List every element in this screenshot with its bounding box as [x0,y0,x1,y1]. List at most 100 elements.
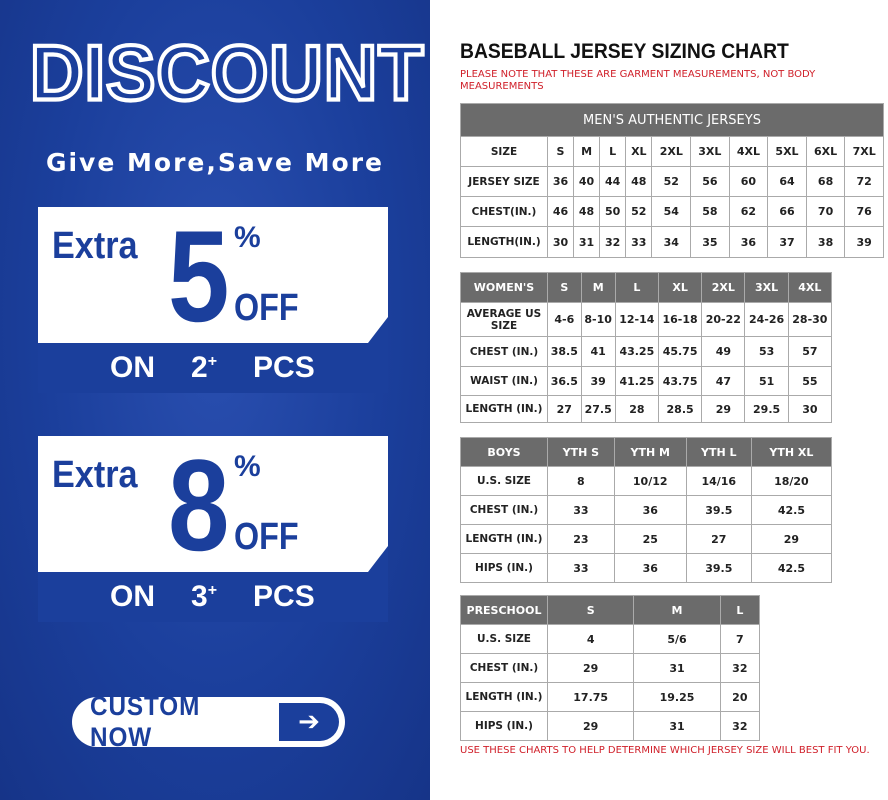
offer-off: OFF [234,287,299,329]
table-row: CHEST (IN.) 38.5 41 43.25 45.75 49 53 57 [460,336,833,367]
table-cell: 19.25 [633,682,721,712]
column-header: YTH XL [750,437,833,467]
on-label: ON [110,351,155,384]
table-cell: 57 [787,336,833,367]
table-cell: 52 [625,196,653,227]
table-cell: 58 [690,196,730,227]
table-cell: 30 [546,226,575,258]
row-label: CHEST (IN.) [460,336,548,367]
footer-note: USE THESE CHARTS TO HELP DETERMINE WHICH… [460,745,870,756]
offer-percent: % [234,221,261,254]
header-row: WOMEN'S S M L XL 2XL 3XL 4XL [460,272,833,303]
button-label: CUSTOM NOW [90,697,201,747]
table-cell: 33 [547,553,615,583]
table-row: CHEST(IN.) 46 48 50 52 54 58 62 66 70 76 [460,196,884,227]
pcs-label: PCS [253,580,315,613]
table-row: HIPS (IN.) 29 31 32 [460,711,761,741]
table-cell: S [546,136,575,167]
table-row: U.S. SIZE 4 5/6 7 [460,624,761,654]
promo-panel: DISCOUNT Give More,Save More Extra 5 % O… [0,0,430,800]
discount-headline: DISCOUNT [28,27,425,118]
table-cell: 29 [546,653,635,683]
chart-title: BASEBALL JERSEY SIZING CHART [460,40,789,63]
table-cell: 44 [599,166,627,197]
table-cell: 42.5 [750,495,833,525]
table-cell: 28 [614,395,659,423]
womens-size-table: WOMEN'S S M L XL 2XL 3XL 4XL AVERAGE US SIZE 4-6 8… [460,272,833,423]
row-label: CHEST (IN.) [460,495,548,525]
custom-now-button[interactable]: CUSTOM NOW ➔ [72,697,345,747]
table-cell: 6XL [805,136,846,167]
table-cell: 72 [844,166,884,197]
table-cell: 39.5 [685,553,752,583]
offer-extra: Extra [52,225,138,267]
table-cell: 29 [546,711,635,741]
count: 2 [191,351,208,384]
table-cell: 28.5 [657,395,703,423]
column-header: BOYS [460,437,548,467]
arrow-right-icon: ➔ [279,703,339,741]
row-label: WAIST (IN.) [460,366,548,396]
header-row: BOYS YTH S YTH M YTH L YTH XL [460,437,833,467]
row-label: SIZE [460,136,548,167]
column-header: L [614,272,659,303]
pcs-count: 3+ [191,580,217,614]
table-cell: 39 [844,226,884,258]
row-label: CHEST (IN.) [460,653,548,683]
table-cell: 38.5 [547,336,582,367]
column-header: WOMEN'S [460,272,548,303]
table-cell: 12-14 [614,302,659,337]
on-label: ON [110,580,155,613]
row-label: LENGTH(IN.) [460,226,548,258]
table-cell: 29.5 [744,395,789,423]
table-cell: 36 [613,553,687,583]
table-cell: 35 [690,226,730,258]
column-header: S [547,272,582,303]
table-cell: 33 [625,226,653,258]
plus: + [207,353,218,370]
table-cell: M [573,136,601,167]
column-header: 4XL [787,272,833,303]
table-cell: 60 [728,166,769,197]
row-label: U.S. SIZE [460,466,548,496]
table-cell: 43.25 [614,336,659,367]
table-row: AVERAGE US SIZE 4-6 8-10 12-14 16-18 20-22 24-… [460,302,833,337]
table-cell: 42.5 [750,553,833,583]
table-cell: 20 [719,682,761,712]
pcs-label: PCS [253,351,315,384]
table-cell: 2XL [651,136,692,167]
table-cell: 68 [805,166,846,197]
table-cell: 48 [573,196,601,227]
row-label: JERSEY SIZE [460,166,548,197]
row-label: LENGTH (IN.) [460,524,548,554]
table-row: LENGTH (IN.) 23 25 27 29 [460,524,833,554]
table-row: CHEST (IN.) 29 31 32 [460,653,761,683]
table-cell: 32 [599,226,627,258]
table-cell: 51 [744,366,789,396]
table-cell: 29 [750,524,833,554]
table-row: LENGTH(IN.) 30 31 32 33 34 35 36 37 38 39 [460,226,884,258]
table-cell: XL [625,136,653,167]
table-cell: 54 [651,196,692,227]
table-cell: 36 [613,495,687,525]
table-cell: 38 [805,226,846,258]
table-cell: 50 [599,196,627,227]
card-notch [368,546,388,572]
table-cell: 55 [787,366,833,396]
table-cell: 49 [701,336,746,367]
table-cell: 8-10 [580,302,616,337]
offer-card-5: Extra 5 % OFF ON 2+ PCS [38,203,388,393]
table-row: LENGTH (IN.) 17.75 19.25 20 [460,682,761,712]
table-cell: 23 [547,524,615,554]
table-row: WAIST (IN.) 36.5 39 41.25 43.75 47 51 55 [460,366,833,396]
table-row: LENGTH (IN.) 27 27.5 28 28.5 29 29.5 30 [460,395,833,423]
table-cell: 31 [633,711,721,741]
column-header: S [546,595,635,625]
pcs-count: 2+ [191,351,217,385]
row-label: LENGTH (IN.) [460,395,548,423]
table-cell: 29 [701,395,746,423]
table-cell: 56 [690,166,730,197]
column-header: 3XL [744,272,789,303]
table-cell: 7XL [844,136,884,167]
table-cell: 62 [728,196,769,227]
